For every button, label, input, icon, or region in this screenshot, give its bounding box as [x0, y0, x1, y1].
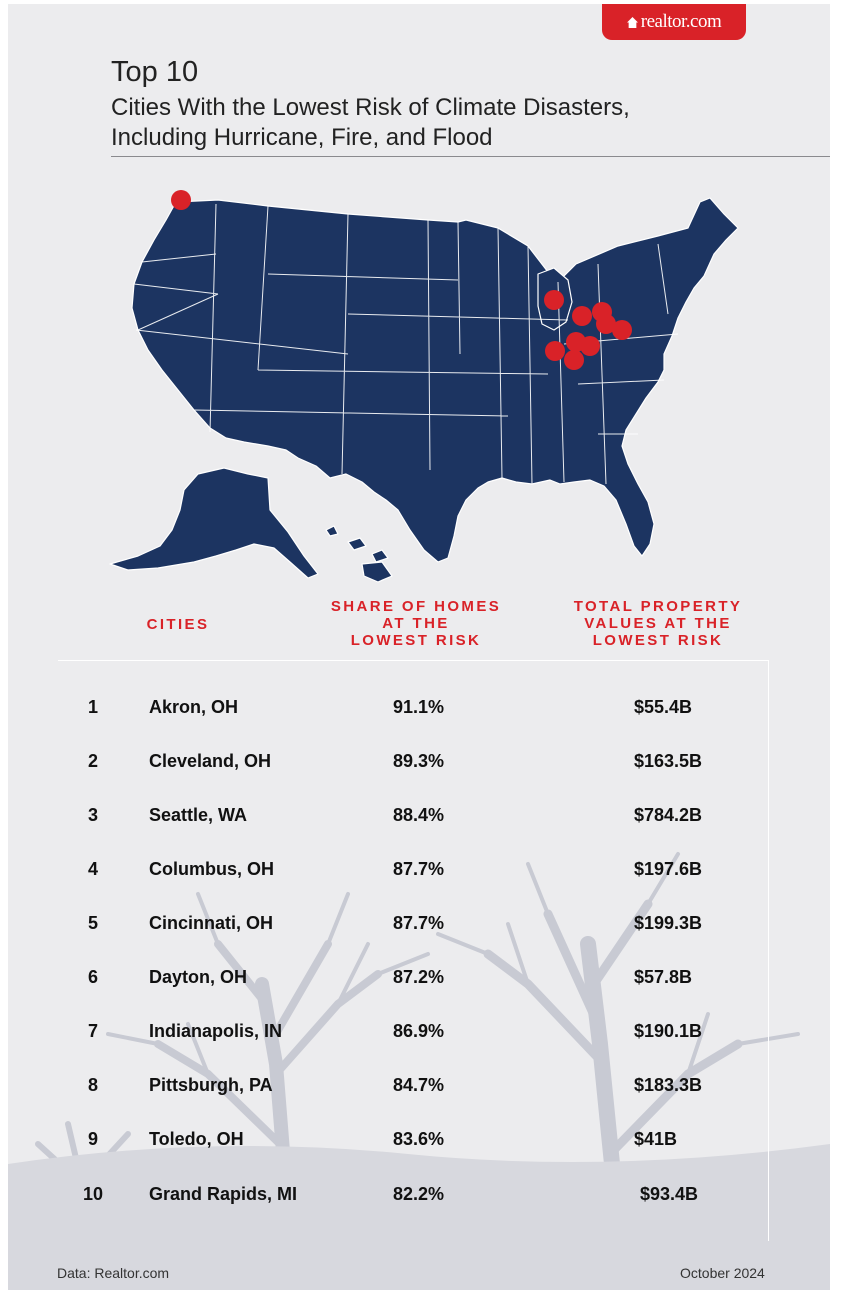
- table-row: 7 Indianapolis, IN 86.9% $190.1B: [8, 1017, 830, 1047]
- city-marker-grand-rapids: [544, 290, 564, 310]
- subtitle-line-2: Including Hurricane, Fire, and Flood: [111, 124, 493, 151]
- share-header-line-1: SHARE OF HOMES: [330, 598, 502, 615]
- property-value: $41B: [634, 1129, 678, 1149]
- city-name: Columbus, OH: [149, 859, 274, 879]
- city-name: Indianapolis, IN: [149, 1021, 283, 1041]
- share-value: 89.3%: [393, 751, 445, 771]
- city-marker-dayton: [566, 332, 586, 352]
- rank: 1: [88, 697, 99, 717]
- city-name: Akron, OH: [149, 697, 239, 717]
- rank: 6: [88, 967, 99, 987]
- subtitle-line-1: Cities With the Lowest Risk of Climate D…: [111, 94, 630, 121]
- table-row: 1 Akron, OH 91.1% $55.4B: [8, 693, 830, 723]
- rank: 5: [88, 913, 99, 933]
- property-value: $55.4B: [634, 697, 693, 717]
- table-row: 8 Pittsburgh, PA 84.7% $183.3B: [8, 1071, 830, 1101]
- property-value: $93.4B: [640, 1184, 699, 1204]
- table-row: 4 Columbus, OH 87.7% $197.6B: [8, 855, 830, 885]
- alaska-shape: [109, 467, 319, 579]
- table-frame: [58, 660, 769, 1241]
- city-marker-cincinnati: [564, 350, 584, 370]
- hawaii-shape: [325, 525, 393, 583]
- table-row: 2 Cleveland, OH 89.3% $163.5B: [8, 747, 830, 777]
- values-header-line-2: VALUES AT THE: [584, 615, 732, 632]
- share-header-line-3: LOWEST RISK: [350, 632, 482, 649]
- share-value: 82.2%: [393, 1184, 445, 1204]
- city-name: Cleveland, OH: [149, 751, 272, 771]
- share-value: 83.6%: [393, 1129, 445, 1149]
- city-marker-indianapolis: [545, 341, 565, 361]
- share-header-line-2: AT THE: [382, 615, 450, 632]
- property-value: $163.5B: [634, 751, 703, 771]
- rank: 4: [88, 859, 99, 879]
- table-row: 9 Toledo, OH 83.6% $41B: [8, 1125, 830, 1155]
- table-row: 10 Grand Rapids, MI 82.2% $93.4B: [8, 1180, 830, 1210]
- share-value: 91.1%: [393, 697, 445, 717]
- rank: 2: [88, 751, 99, 771]
- title-divider: [111, 156, 830, 157]
- realtor-logo[interactable]: realtor.com: [602, 4, 746, 40]
- table-row: 6 Dayton, OH 87.2% $57.8B: [8, 963, 830, 993]
- city-name: Dayton, OH: [149, 967, 248, 987]
- city-name: Grand Rapids, MI: [149, 1184, 298, 1204]
- column-header-values: TOTAL PROPERTY VALUES AT THE LOWEST RISK: [560, 598, 756, 649]
- property-value: $197.6B: [634, 859, 703, 879]
- property-value: $199.3B: [634, 913, 703, 933]
- rank: 3: [88, 805, 99, 825]
- property-value: $190.1B: [634, 1021, 703, 1041]
- property-value: $57.8B: [634, 967, 693, 987]
- page-subtitle: Cities With the Lowest Risk of Climate D…: [111, 93, 711, 153]
- publish-date: October 2024: [680, 1265, 765, 1281]
- city-name: Toledo, OH: [149, 1129, 244, 1149]
- city-marker-seattle: [171, 190, 191, 210]
- rank: 7: [88, 1021, 99, 1041]
- page-title: Top 10: [111, 56, 199, 88]
- table-row: 3 Seattle, WA 88.4% $784.2B: [8, 801, 830, 831]
- share-value: 87.7%: [393, 913, 445, 933]
- share-value: 88.4%: [393, 805, 445, 825]
- rank: 9: [88, 1129, 99, 1149]
- city-marker-toledo: [572, 306, 592, 326]
- city-marker-pittsburgh: [612, 320, 632, 340]
- property-value: $784.2B: [634, 805, 703, 825]
- rank: 8: [88, 1075, 99, 1095]
- column-header-cities: CITIES: [146, 616, 210, 633]
- values-header-line-3: LOWEST RISK: [592, 632, 724, 649]
- contiguous-us-shape: [131, 197, 739, 563]
- us-map: [109, 190, 739, 583]
- share-value: 87.2%: [393, 967, 445, 987]
- column-header-share: SHARE OF HOMES AT THE LOWEST RISK: [326, 598, 506, 649]
- rank: 10: [83, 1184, 104, 1204]
- city-marker-akron: [596, 314, 616, 334]
- house-icon: [626, 17, 638, 28]
- share-value: 87.7%: [393, 859, 445, 879]
- city-name: Pittsburgh, PA: [149, 1075, 273, 1095]
- data-source: Data: Realtor.com: [57, 1265, 170, 1281]
- logo-text: realtor.com: [640, 11, 722, 32]
- city-name: Cincinnati, OH: [149, 913, 274, 933]
- share-value: 84.7%: [393, 1075, 445, 1095]
- values-header-line-1: TOTAL PROPERTY: [573, 598, 743, 615]
- table-row: 5 Cincinnati, OH 87.7% $199.3B: [8, 909, 830, 939]
- share-value: 86.9%: [393, 1021, 445, 1041]
- trees-background: [8, 852, 830, 1290]
- property-value: $183.3B: [634, 1075, 703, 1095]
- city-name: Seattle, WA: [149, 805, 248, 825]
- infographic-card: realtor.com Top 10 Cities With the Lowes…: [8, 4, 830, 1290]
